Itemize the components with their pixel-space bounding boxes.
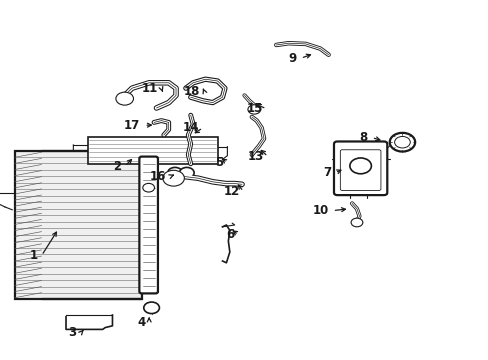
Text: 1: 1 [29,249,38,262]
Text: 7: 7 [322,166,330,179]
Text: 14: 14 [183,121,199,134]
Circle shape [179,167,194,178]
Text: 9: 9 [288,52,296,65]
Circle shape [394,136,409,148]
Text: 16: 16 [150,170,166,183]
Circle shape [349,158,370,174]
Text: 10: 10 [312,204,328,217]
Text: 4: 4 [137,316,145,329]
Bar [15,151,142,299]
Text: 5: 5 [215,156,223,169]
Circle shape [247,105,260,114]
Circle shape [142,183,154,192]
Text: 2: 2 [112,160,121,173]
Circle shape [167,167,182,178]
Circle shape [143,302,159,314]
Circle shape [350,218,362,227]
Text: 13: 13 [247,150,264,163]
Text: 3: 3 [68,327,77,339]
Circle shape [389,133,414,152]
Circle shape [116,92,133,105]
FancyBboxPatch shape [333,141,386,195]
FancyBboxPatch shape [139,157,158,293]
Circle shape [163,170,184,186]
Text: 8: 8 [359,131,367,144]
Bar [88,137,217,164]
FancyBboxPatch shape [340,150,380,190]
Text: 11: 11 [141,82,157,95]
Text: 17: 17 [124,119,140,132]
Text: 18: 18 [184,85,200,98]
Text: 12: 12 [223,185,239,198]
Text: 15: 15 [246,102,262,115]
Text: 6: 6 [226,228,234,241]
